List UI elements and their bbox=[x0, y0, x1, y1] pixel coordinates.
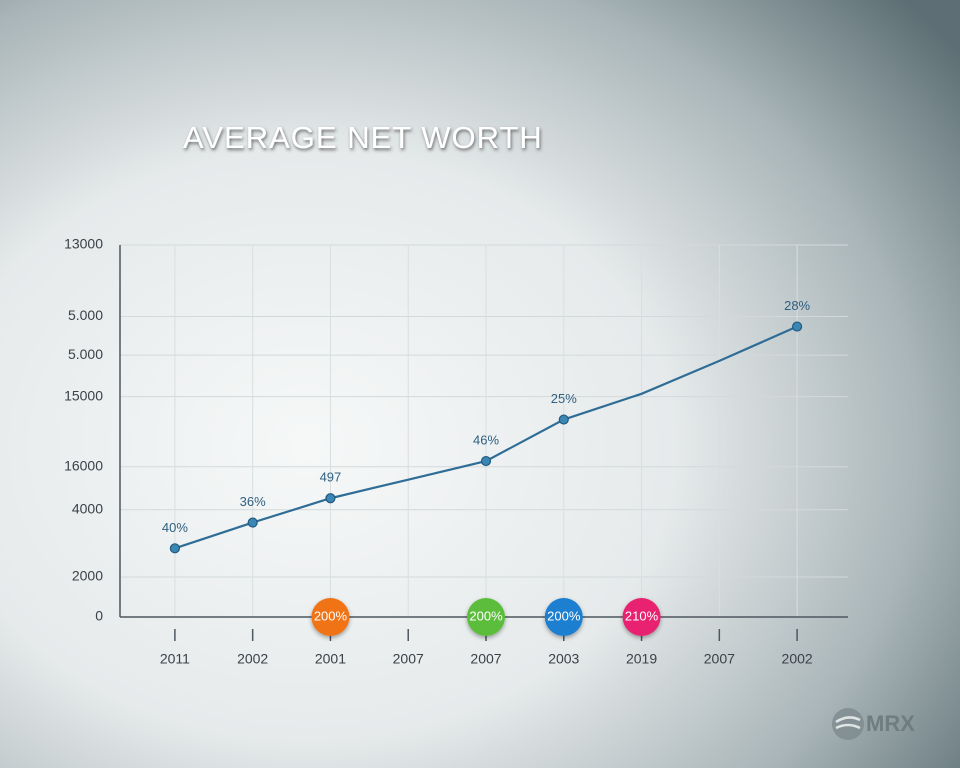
data-label: 40% bbox=[162, 520, 188, 535]
data-label: 25% bbox=[551, 391, 577, 406]
point bbox=[325, 493, 336, 504]
x-tick-label: 2011 bbox=[160, 651, 190, 667]
x-tick-label: 2002 bbox=[237, 651, 268, 667]
x-tick-label: 2019 bbox=[626, 651, 657, 667]
y-tick-label: 16000 bbox=[64, 457, 103, 473]
data-label: 28% bbox=[784, 298, 810, 313]
x-tick-label: 2007 bbox=[704, 651, 735, 667]
badge bbox=[622, 598, 661, 636]
data-label: 36% bbox=[240, 494, 266, 509]
point bbox=[558, 414, 569, 425]
y-tick-label: 4000 bbox=[72, 500, 103, 516]
badge bbox=[544, 598, 583, 636]
point bbox=[169, 543, 180, 554]
y-tick-label: 5.000 bbox=[68, 346, 103, 362]
x-tick-label: 2002 bbox=[782, 651, 813, 667]
badge-label: 200% bbox=[547, 608, 581, 623]
watermark-logo: MRX bbox=[832, 708, 915, 740]
chart-title: AVERAGE NET WORTH bbox=[183, 120, 543, 155]
point bbox=[480, 455, 492, 467]
watermark: MRX bbox=[866, 711, 915, 736]
data-label: 497 bbox=[320, 470, 342, 485]
x-tick-label: 2001 bbox=[315, 651, 346, 667]
y-tick-label: 0 bbox=[95, 608, 103, 624]
point bbox=[792, 321, 803, 332]
badge-label: 210% bbox=[625, 608, 659, 623]
badge bbox=[311, 598, 350, 636]
x-tick-label: 2007 bbox=[470, 651, 501, 667]
y-tick-label: 13000 bbox=[64, 236, 103, 252]
x-tick-label: 2003 bbox=[548, 651, 579, 667]
badge-label: 200% bbox=[469, 608, 503, 623]
badge-label: 200% bbox=[314, 608, 348, 623]
y-tick-label: 5.000 bbox=[68, 307, 103, 323]
point bbox=[247, 517, 258, 528]
y-tick-label: 2000 bbox=[72, 568, 103, 584]
data-label: 46% bbox=[473, 432, 499, 447]
y-tick-label: 15000 bbox=[64, 387, 103, 403]
badge bbox=[467, 598, 505, 636]
x-tick-label: 2007 bbox=[393, 651, 424, 667]
